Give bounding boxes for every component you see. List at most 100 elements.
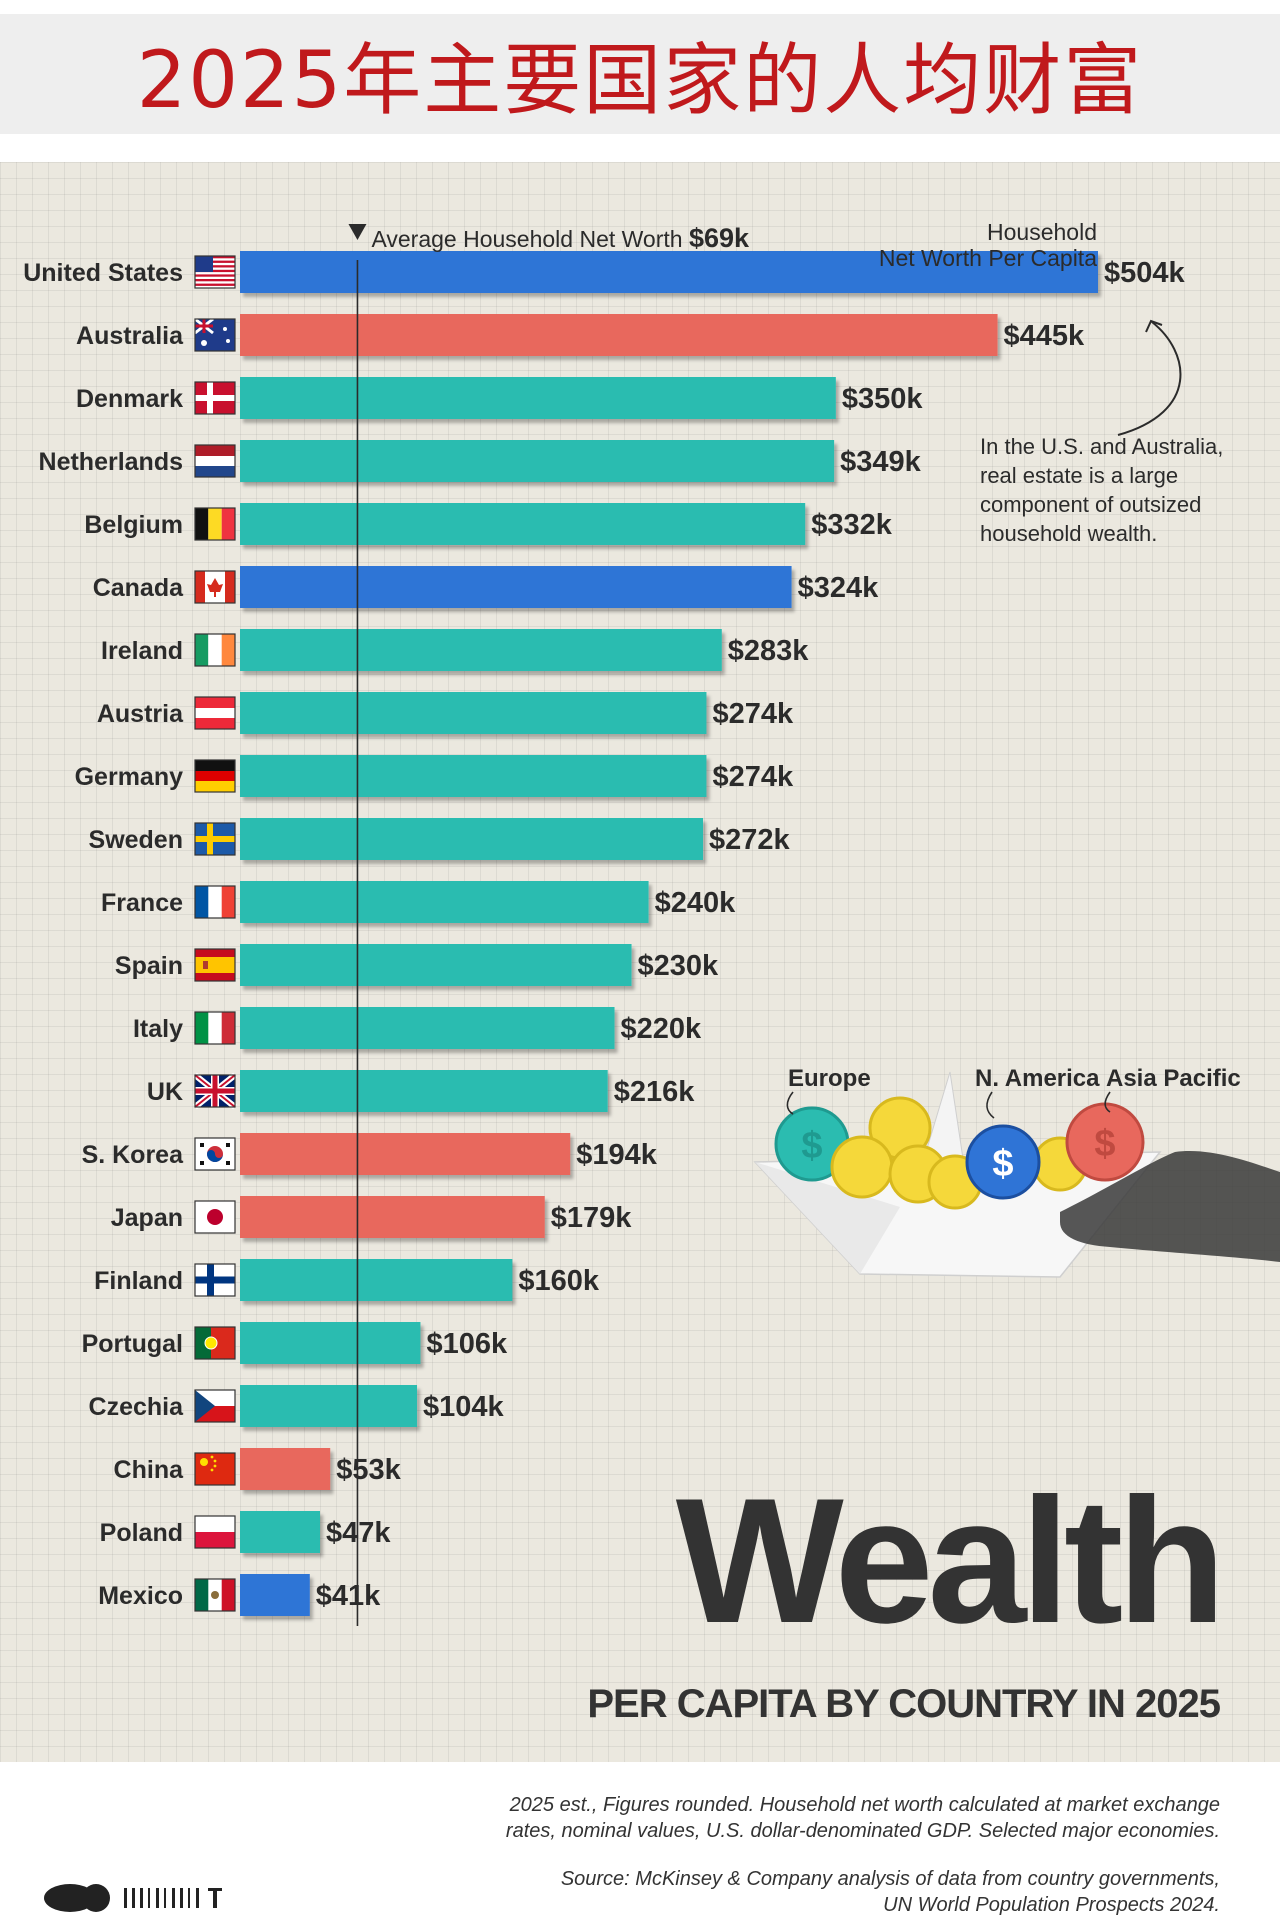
value-label: $230k — [638, 950, 720, 982]
poland-flag-icon — [194, 1515, 236, 1549]
value-label: $283k — [728, 635, 810, 667]
legend-north-america: N. America — [975, 1065, 1100, 1092]
denmark-flag-icon — [194, 381, 236, 415]
value-label: $220k — [621, 1013, 703, 1045]
value-label: $445k — [1004, 320, 1086, 352]
sweden-flag-icon — [194, 822, 236, 856]
country-label: Mexico — [98, 1582, 183, 1610]
bar-australia — [240, 314, 998, 356]
value-label: $350k — [842, 383, 924, 415]
country-label: China — [114, 1456, 185, 1484]
value-label: $349k — [840, 446, 922, 478]
bar-italy — [240, 1007, 615, 1049]
bar-uk — [240, 1070, 608, 1112]
source-line-2: UN World Population Prospects 2024. — [883, 1894, 1220, 1916]
country-label: France — [101, 889, 183, 917]
value-label: $53k — [336, 1454, 401, 1486]
italy-flag-icon — [194, 1011, 236, 1045]
annotation-line-1: In the U.S. and Australia, — [980, 434, 1223, 459]
bar-sweden — [240, 818, 704, 860]
spain-flag-icon — [194, 948, 236, 982]
country-label: Canada — [93, 574, 184, 602]
bar-czechia — [240, 1385, 418, 1427]
legend-europe: Europe — [788, 1065, 871, 1092]
value-label: $41k — [316, 1580, 381, 1612]
annotation-line-2: real estate is a large — [980, 463, 1178, 488]
bar-netherlands — [240, 440, 835, 482]
country-label: United States — [23, 259, 183, 287]
value-label: $504k — [1104, 257, 1186, 289]
bar-s-korea — [240, 1133, 571, 1175]
note-line-1: 2025 est., Figures rounded. Household ne… — [509, 1794, 1220, 1816]
top-banner: 2025年主要国家的人均财富 — [0, 14, 1280, 134]
publisher-logo-icon — [44, 1884, 222, 1912]
value-axis-title-line2: Net Worth Per Capita — [879, 245, 1097, 271]
chart-title: Wealth — [675, 1461, 1226, 1660]
country-label: Sweden — [89, 826, 183, 854]
annotation-line-3: component of outsized — [980, 492, 1201, 517]
bar-spain — [240, 944, 632, 986]
chart-subtitle: PER CAPITA BY COUNTRY IN 2025 — [587, 1682, 1221, 1726]
bar-belgium — [240, 503, 806, 545]
country-label: Austria — [97, 700, 184, 728]
belgium-flag-icon — [194, 507, 236, 541]
country-label: Denmark — [76, 385, 183, 413]
bar-canada — [240, 566, 792, 608]
bar-china — [240, 1448, 331, 1490]
czechia-flag-icon — [194, 1389, 236, 1423]
bar-chart: Average Household Net Worth $69k United … — [23, 219, 1280, 1626]
average-label: Average Household Net Worth $69k — [371, 223, 750, 253]
legend-asia-pacific: Asia Pacific — [1106, 1065, 1241, 1092]
paper-boat-with-coins-icon: $ $ $ — [753, 1071, 1280, 1278]
country-label: Italy — [133, 1015, 183, 1043]
japan-flag-icon — [194, 1200, 236, 1234]
austria-flag-icon — [194, 696, 236, 730]
bar-germany — [240, 755, 707, 797]
chart-panel: Average Household Net Worth $69k United … — [0, 162, 1280, 1916]
bar-portugal — [240, 1322, 421, 1364]
value-label: $194k — [576, 1139, 658, 1171]
finland-flag-icon — [194, 1263, 236, 1297]
value-label: $216k — [614, 1076, 696, 1108]
uk-flag-icon — [193, 1072, 237, 1110]
china-flag-icon — [194, 1452, 236, 1486]
annotation-arrow — [1117, 321, 1182, 436]
bar-finland — [240, 1259, 513, 1301]
germany-flag-icon — [194, 759, 236, 793]
country-label: Czechia — [89, 1393, 185, 1421]
average-value: $69k — [689, 223, 750, 253]
annotation-arrowhead — [1145, 319, 1163, 333]
value-label: $272k — [709, 824, 791, 856]
chart-source: Source: McKinsey & Company analysis of d… — [380, 1866, 1220, 1918]
value-label: $179k — [551, 1202, 633, 1234]
country-label: Spain — [115, 952, 183, 980]
portugal-flag-icon — [194, 1326, 236, 1360]
value-label: $274k — [712, 698, 794, 730]
value-label: $240k — [655, 887, 737, 919]
country-label: Japan — [111, 1204, 183, 1232]
bar-denmark — [240, 377, 836, 419]
france-flag-icon — [194, 885, 236, 919]
annotation-line-4: household wealth. — [980, 521, 1157, 546]
value-label: $106k — [426, 1328, 508, 1360]
bar-mexico — [240, 1574, 310, 1616]
us-flag-icon — [194, 255, 236, 289]
svg-text:$: $ — [1094, 1123, 1115, 1165]
australia-flag-icon — [194, 317, 236, 352]
country-label: Poland — [100, 1519, 183, 1547]
country-label: S. Korea — [82, 1141, 185, 1169]
bar-france — [240, 881, 649, 923]
value-axis-title-line1: Household — [987, 219, 1097, 245]
value-label: $324k — [798, 572, 880, 604]
bar-austria — [240, 692, 707, 734]
bar-poland — [240, 1511, 321, 1553]
country-label: Ireland — [101, 637, 183, 665]
country-label: Finland — [94, 1267, 183, 1295]
canada-flag-icon — [194, 570, 236, 604]
country-label: Belgium — [84, 511, 183, 539]
ireland-flag-icon — [194, 633, 236, 667]
bar-japan — [240, 1196, 545, 1238]
average-marker-icon — [348, 224, 367, 240]
mexico-flag-icon — [194, 1578, 236, 1612]
value-label: $104k — [423, 1391, 505, 1423]
